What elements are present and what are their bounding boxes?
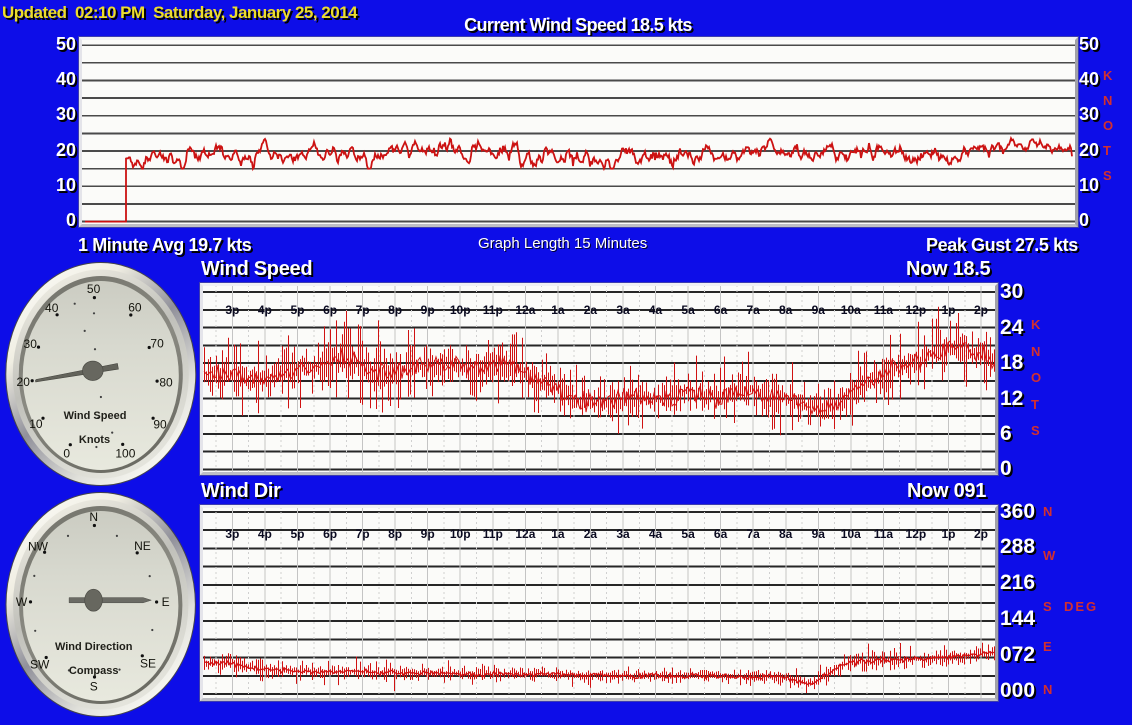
svg-text:60: 60 [128,301,142,315]
svg-text:N: N [89,510,98,524]
svg-text:100: 100 [115,447,135,461]
svg-text:Wind Direction: Wind Direction [55,641,133,653]
svg-text:NE: NE [134,539,151,553]
svg-text:NW: NW [28,540,49,554]
svg-text:10: 10 [29,417,43,431]
svg-text:90: 90 [153,418,167,432]
svg-text:Knots: Knots [79,434,110,446]
svg-text:80: 80 [159,376,173,390]
svg-text:50: 50 [87,282,101,296]
svg-text:30: 30 [24,337,38,351]
svg-text:W: W [16,595,28,609]
svg-text:20: 20 [17,375,31,389]
svg-text:0: 0 [63,447,70,461]
svg-text:S: S [90,680,98,694]
svg-text:40: 40 [45,301,59,315]
svg-text:E: E [162,595,170,609]
svg-text:Wind Speed: Wind Speed [64,410,127,422]
svg-text:Compass: Compass [69,665,119,677]
svg-text:SW: SW [30,657,50,671]
svg-text:SE: SE [140,656,156,670]
svg-text:70: 70 [150,337,164,351]
